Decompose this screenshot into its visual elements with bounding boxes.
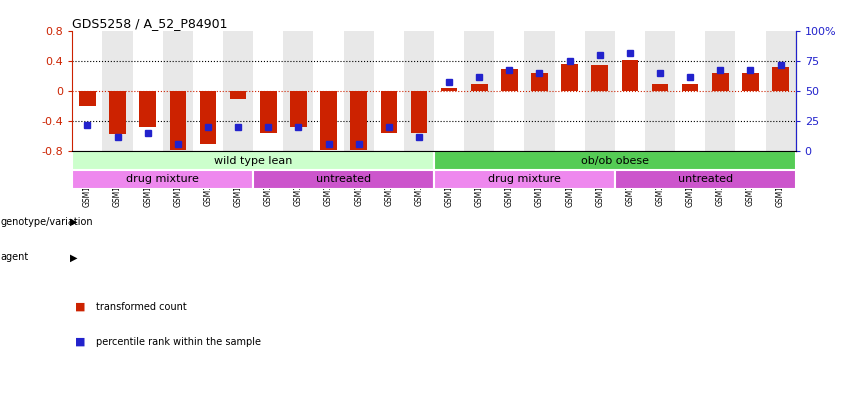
Bar (591, 65, 608, 92)
Bar (705, 31, 735, 151)
Bar (72, 151, 434, 170)
Bar (200, 92, 216, 144)
Bar (102, 31, 133, 151)
Bar (742, 73, 759, 92)
Bar (682, 84, 699, 92)
Bar (555, 31, 585, 151)
Text: ob/ob obese: ob/ob obese (581, 156, 648, 166)
Bar (260, 92, 277, 132)
Bar (79, 92, 95, 107)
Bar (230, 92, 247, 99)
Bar (675, 31, 705, 151)
Text: untreated: untreated (677, 174, 733, 184)
Bar (531, 73, 548, 92)
Bar (471, 84, 488, 92)
Bar (766, 31, 796, 151)
Bar (501, 69, 517, 92)
Bar (283, 31, 313, 151)
Bar (72, 170, 254, 189)
Bar (645, 31, 675, 151)
Bar (223, 31, 254, 151)
Bar (254, 170, 434, 189)
Bar (441, 88, 457, 92)
Bar (254, 31, 283, 151)
Bar (652, 84, 668, 92)
Bar (434, 151, 796, 170)
Bar (434, 31, 464, 151)
Bar (374, 31, 404, 151)
Bar (411, 92, 427, 132)
Bar (344, 31, 374, 151)
Bar (72, 31, 102, 151)
Bar (621, 60, 638, 92)
Bar (585, 31, 614, 151)
Bar (290, 92, 306, 127)
Text: percentile rank within the sample: percentile rank within the sample (96, 337, 261, 347)
Text: wild type lean: wild type lean (214, 156, 293, 166)
Text: ■: ■ (75, 301, 85, 312)
Bar (434, 170, 614, 189)
Bar (614, 31, 645, 151)
Bar (562, 64, 578, 92)
Bar (163, 31, 193, 151)
Bar (712, 73, 728, 92)
Bar (140, 92, 156, 127)
Text: untreated: untreated (316, 174, 371, 184)
Bar (773, 68, 789, 92)
Bar (404, 31, 434, 151)
Text: agent: agent (1, 252, 29, 263)
Bar (313, 31, 344, 151)
Text: genotype/variation: genotype/variation (1, 217, 94, 227)
Text: ▶: ▶ (70, 217, 77, 227)
Bar (193, 31, 223, 151)
Bar (464, 31, 494, 151)
Text: ■: ■ (75, 337, 85, 347)
Bar (109, 92, 126, 134)
Bar (494, 31, 524, 151)
Bar (735, 31, 766, 151)
Text: ▶: ▶ (70, 252, 77, 263)
Bar (133, 31, 163, 151)
Bar (351, 92, 367, 150)
Bar (524, 31, 555, 151)
Text: drug mixture: drug mixture (126, 174, 199, 184)
Bar (614, 170, 796, 189)
Text: transformed count: transformed count (96, 301, 187, 312)
Text: GDS5258 / A_52_P84901: GDS5258 / A_52_P84901 (72, 17, 228, 30)
Bar (380, 92, 397, 132)
Text: drug mixture: drug mixture (488, 174, 561, 184)
Bar (169, 92, 186, 150)
Bar (320, 92, 337, 150)
